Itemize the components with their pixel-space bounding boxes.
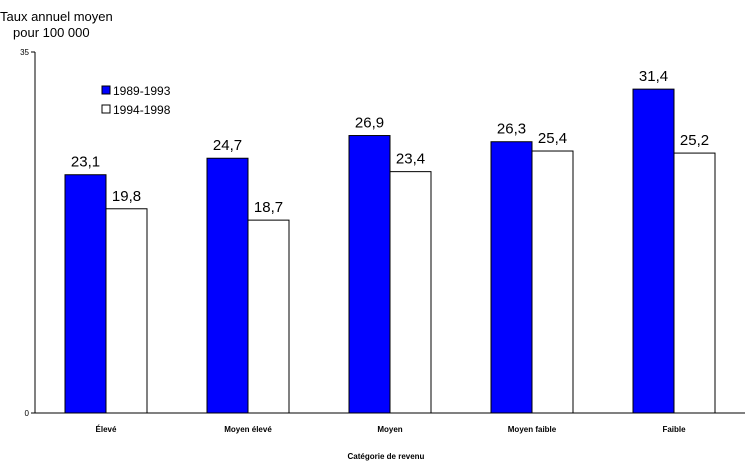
data-label-1994-1998-5: 25,2	[680, 132, 709, 149]
x-ticks-layer: Élevé Moyen élevé Moyen Moyen faible Faible	[96, 425, 687, 434]
bar-1994-1998-2	[247, 219, 290, 414]
x-axis-label: Catégorie de revenu	[348, 452, 425, 461]
y-ticks-layer: 0 35	[20, 48, 35, 418]
bar-1989-1993-1	[64, 174, 107, 414]
x-tick-label-2: Moyen élevé	[224, 425, 272, 434]
data-label-1994-1998-2: 18,7	[254, 199, 283, 216]
bar-1989-1993-2	[206, 157, 249, 414]
legend-swatch-1989-1993	[101, 85, 111, 95]
data-label-1994-1998-3: 23,4	[396, 151, 425, 168]
legend-swatch-1994-1998	[101, 104, 111, 114]
data-label-1989-1993-5: 31,4	[639, 68, 668, 85]
data-label-1989-1993-4: 26,3	[497, 121, 526, 138]
legend-label-1989-1993: 1989-1993	[113, 84, 171, 98]
y-axis-label-line-1: Taux annuel moyen	[0, 9, 113, 24]
bar-1994-1998-1	[105, 208, 148, 414]
x-tick-label-1: Élevé	[96, 425, 117, 434]
bars-layer	[64, 88, 716, 414]
bar-1989-1993-5	[632, 88, 675, 414]
bar-1989-1993-3	[348, 135, 391, 414]
bar-1989-1993-4	[490, 141, 533, 414]
y-tick-label-2: 35	[20, 48, 29, 57]
bar-1994-1998-3	[389, 171, 432, 414]
data-labels-layer: 23,1 19,8 24,7 18,7 26,9 23,4 26,3 25,4 31,4 25,2	[71, 68, 709, 216]
legend: 1989-1993 1994-1998	[101, 84, 171, 117]
x-tick-label-5: Faible	[662, 425, 686, 434]
data-label-1989-1993-3: 26,9	[355, 115, 384, 132]
bar-1994-1998-4	[531, 150, 574, 414]
y-tick-label-1: 0	[25, 409, 30, 418]
data-label-1989-1993-1: 23,1	[71, 154, 100, 171]
data-label-1989-1993-2: 24,7	[213, 137, 242, 154]
y-axis-label-line-2: pour 100 000	[13, 25, 90, 40]
x-tick-label-3: Moyen	[377, 425, 402, 434]
data-label-1994-1998-4: 25,4	[538, 130, 567, 147]
bar-1994-1998-5	[673, 152, 716, 414]
legend-label-1994-1998: 1994-1998	[113, 103, 171, 117]
data-label-1994-1998-1: 19,8	[112, 188, 141, 205]
x-tick-label-4: Moyen faible	[508, 425, 557, 434]
